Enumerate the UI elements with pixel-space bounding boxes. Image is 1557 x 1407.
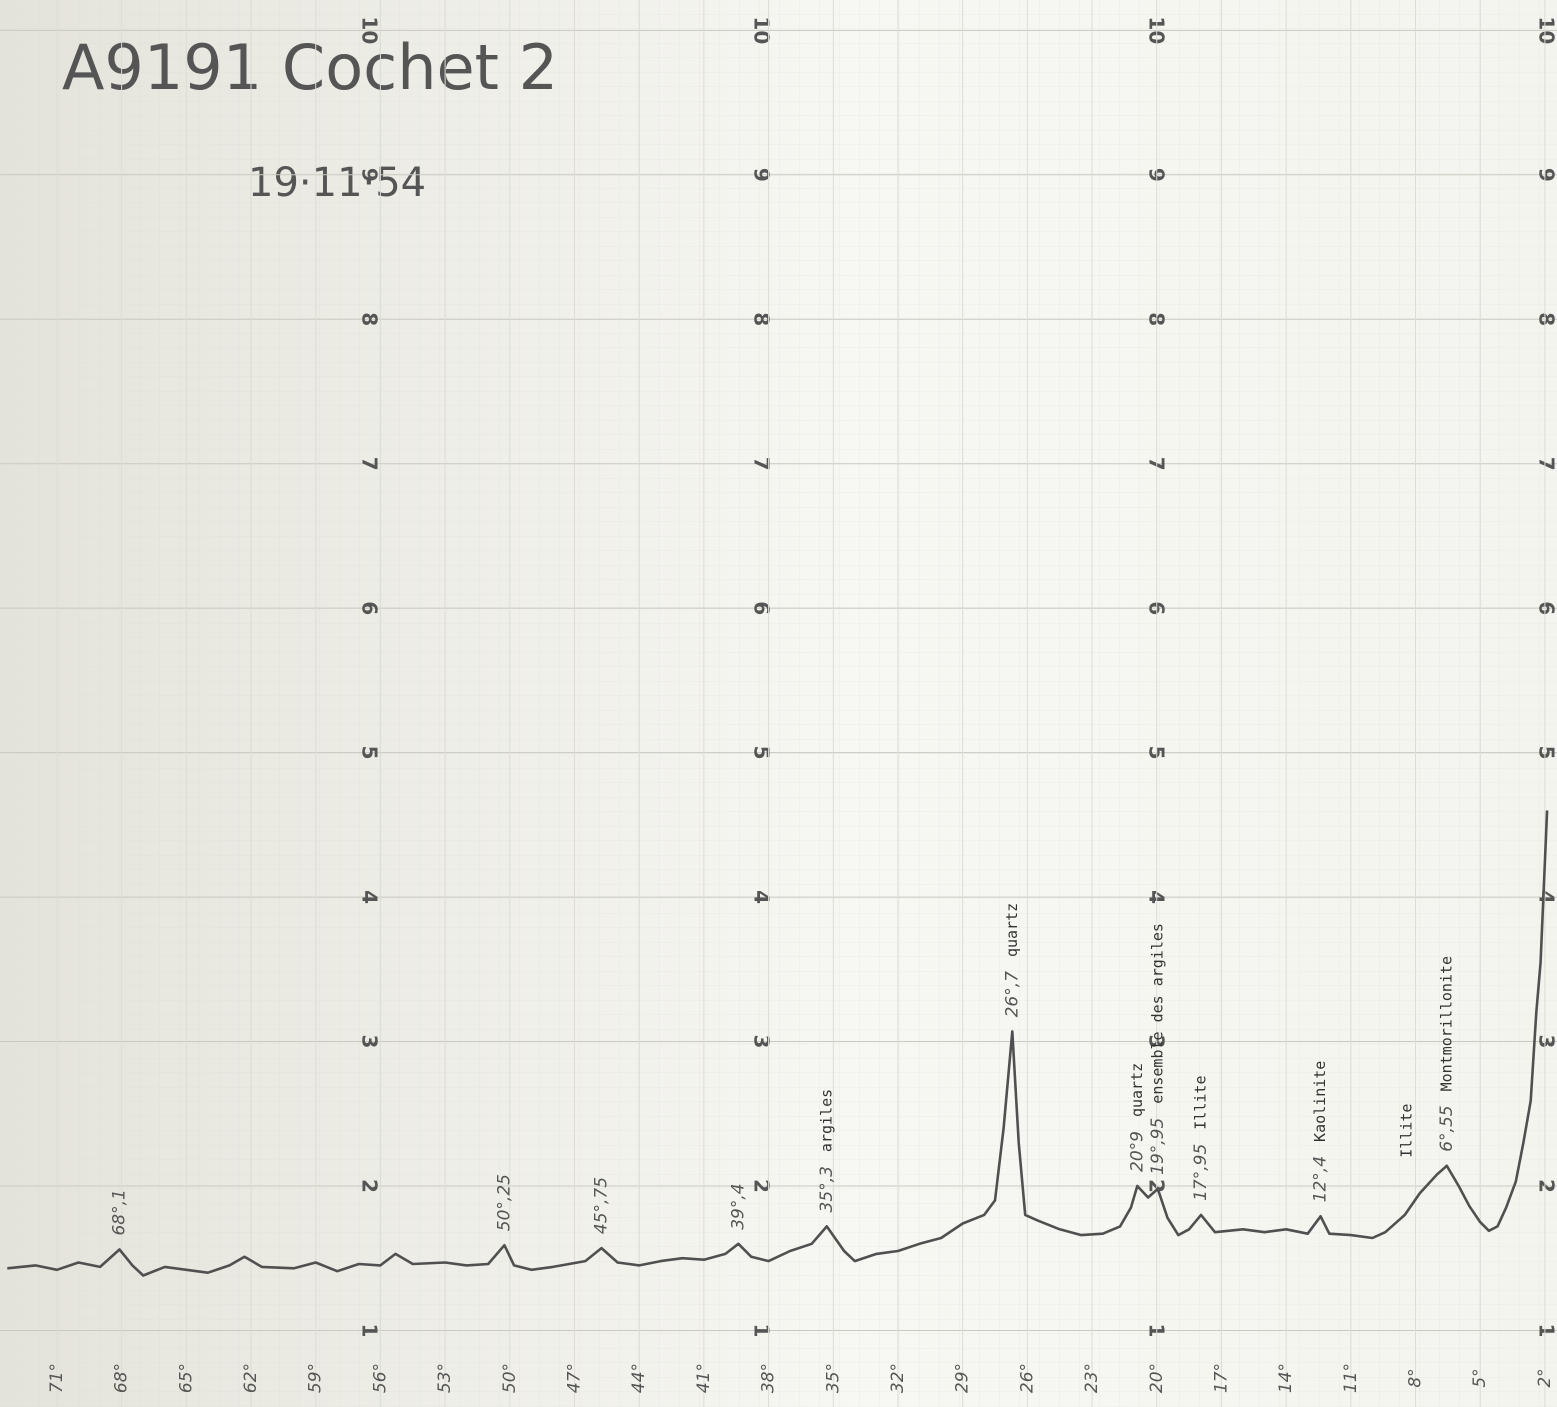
chart-title: A9191 Cochet 2 — [62, 31, 558, 104]
y-tick-label: 10 — [358, 16, 382, 44]
y-tick-label: 4 — [1535, 890, 1557, 904]
y-tick-label: 7 — [750, 457, 774, 471]
peak-label: 20°9 — [1127, 1131, 1147, 1172]
x-tick-label: 71° — [47, 1363, 67, 1393]
peak-note: Kaolinite — [1311, 1061, 1329, 1142]
x-tick-label: 29° — [953, 1363, 973, 1393]
y-tick-label: 9 — [750, 168, 774, 182]
peak-note: quartz — [1128, 1063, 1146, 1117]
y-tick-label: 3 — [358, 1035, 382, 1049]
y-tick-label: 5 — [750, 746, 774, 760]
peak-label: 19°,95 — [1148, 1118, 1168, 1175]
x-tick-label: 32° — [888, 1363, 908, 1393]
x-tick-label: 62° — [241, 1363, 261, 1393]
x-tick-label: 2° — [1535, 1368, 1555, 1387]
x-tick-label: 35° — [823, 1363, 843, 1393]
peak-label: 45°,75 — [591, 1177, 611, 1234]
y-tick-label: 2 — [750, 1179, 774, 1193]
peak-note: ensemble des argiles — [1148, 923, 1166, 1104]
peak-label: 6°,55 — [1437, 1105, 1457, 1151]
x-tick-label: 65° — [176, 1363, 196, 1393]
peak-label: 68°,1 — [109, 1189, 129, 1235]
y-tick-label: 1 — [1535, 1323, 1557, 1337]
chart-subtitle: 19·11·54 — [248, 160, 426, 206]
peak-label: 35°,3 — [817, 1166, 837, 1212]
y-tick-label: 8 — [750, 312, 774, 326]
y-tick-label: 7 — [358, 457, 382, 471]
x-tick-label: 11° — [1341, 1363, 1361, 1393]
y-tick-label: 10 — [750, 16, 774, 44]
peak-note: Illite — [1191, 1076, 1209, 1130]
x-tick-label: 14° — [1276, 1363, 1296, 1393]
peak-note: quartz — [1003, 903, 1021, 957]
peak-label: 17°,95 — [1191, 1144, 1211, 1201]
y-tick-label: 1 — [750, 1323, 774, 1337]
peak-note: Illite — [1397, 1104, 1415, 1158]
peak-label: 50°,25 — [494, 1174, 514, 1231]
x-tick-label: 50° — [500, 1363, 520, 1393]
peak-label: 12°,4 — [1311, 1156, 1331, 1202]
x-tick-label: 26° — [1017, 1363, 1037, 1393]
y-tick-label: 5 — [1535, 746, 1557, 760]
x-tick-label: 47° — [564, 1363, 584, 1393]
x-tick-label: 53° — [435, 1363, 455, 1393]
y-tick-label: 10 — [1535, 16, 1557, 44]
peak-label: 26°,7 — [1002, 971, 1022, 1018]
x-tick-label: 44° — [629, 1363, 649, 1393]
y-tick-label: 9 — [1535, 168, 1557, 182]
peak-note: Montmorillonite — [1437, 956, 1455, 1091]
y-tick-label: 7 — [1535, 457, 1557, 471]
y-tick-label: 8 — [1535, 312, 1557, 326]
x-tick-label: 20° — [1147, 1363, 1167, 1393]
x-tick-label: 17° — [1211, 1363, 1231, 1393]
y-tick-label: 2 — [1535, 1179, 1557, 1193]
y-tick-label: 6 — [1535, 601, 1557, 615]
y-tick-label: 8 — [358, 312, 382, 326]
x-tick-label: 59° — [306, 1363, 326, 1393]
y-tick-label: 6 — [358, 601, 382, 615]
x-tick-label: 41° — [694, 1363, 714, 1393]
x-tick-label: 5° — [1470, 1368, 1490, 1387]
y-tick-label: 9 — [358, 168, 382, 182]
y-tick-label: 3 — [750, 1035, 774, 1049]
y-tick-label: 6 — [750, 601, 774, 615]
x-tick-label: 56° — [370, 1363, 390, 1393]
x-tick-label: 8° — [1406, 1368, 1426, 1387]
y-tick-label: 4 — [750, 890, 774, 904]
x-tick-label: 38° — [759, 1363, 779, 1393]
x-tick-label: 23° — [1082, 1363, 1102, 1393]
y-tick-label: 2 — [358, 1179, 382, 1193]
y-tick-label: 5 — [358, 746, 382, 760]
y-tick-label: 1 — [358, 1323, 382, 1337]
peak-note: argiles — [817, 1089, 835, 1152]
diffraction-line — [7, 810, 1549, 1277]
x-tick-label: 68° — [112, 1363, 132, 1393]
y-tick-label: 4 — [358, 890, 382, 904]
y-tick-label: 3 — [1535, 1035, 1557, 1049]
peak-label: 39°,4 — [728, 1183, 748, 1229]
